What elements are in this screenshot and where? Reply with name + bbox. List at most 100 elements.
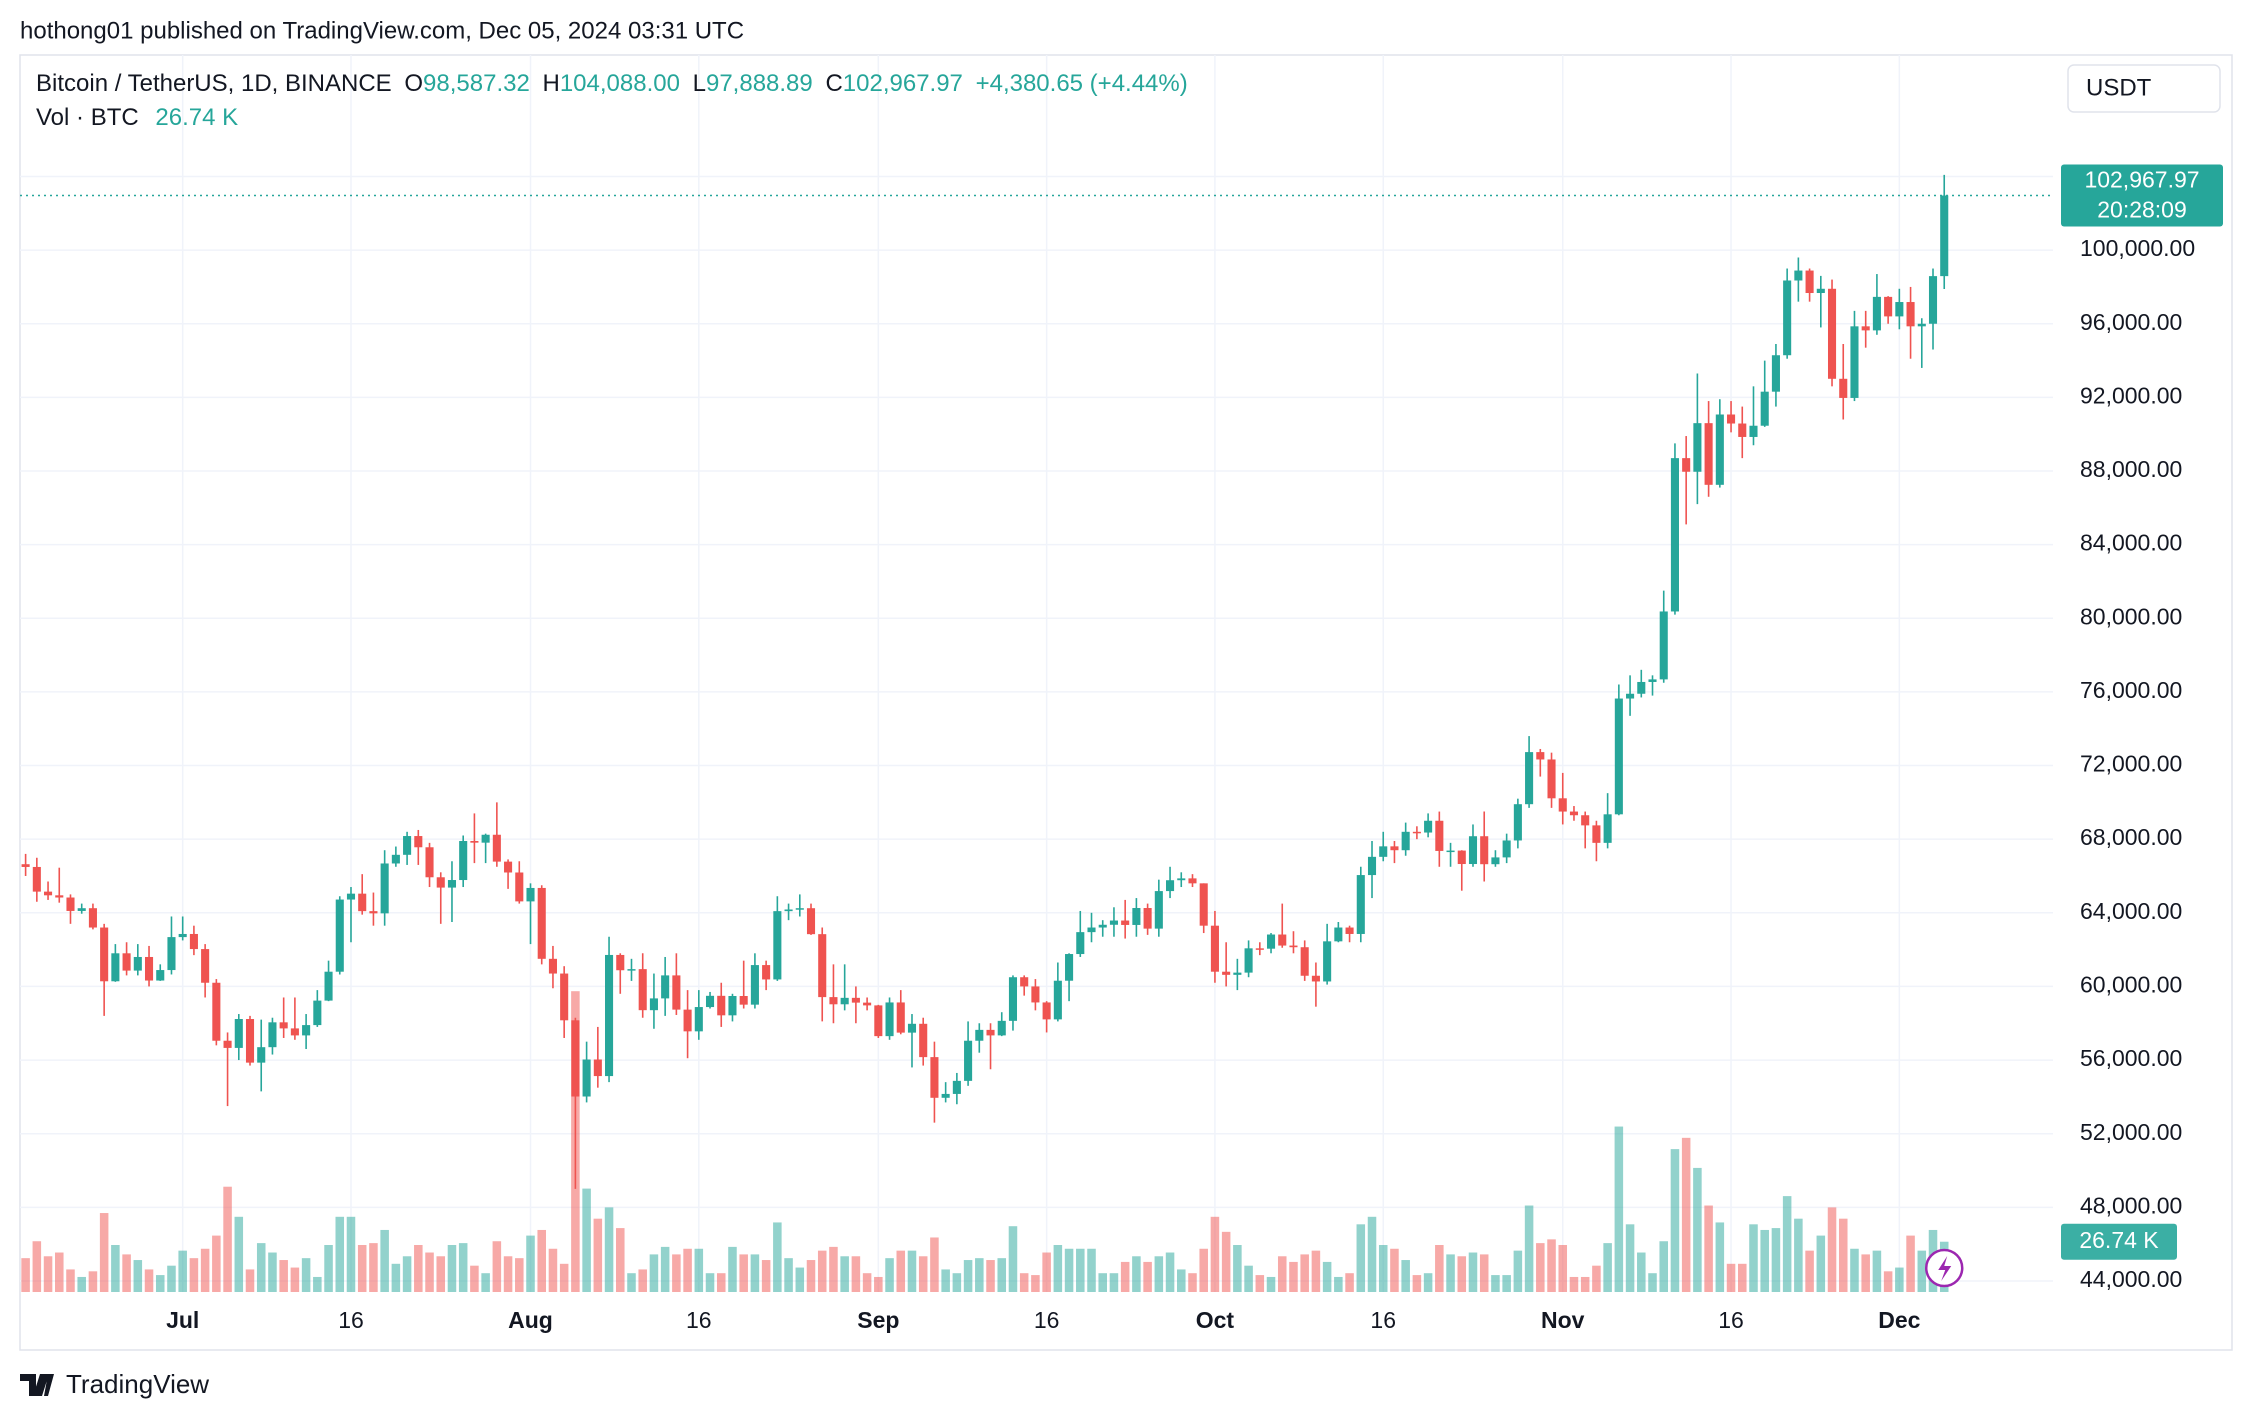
candle-body — [1412, 831, 1421, 834]
candle-body — [661, 975, 670, 999]
volume-bar — [122, 1254, 131, 1292]
candle-body — [1255, 948, 1264, 950]
volume-bar — [739, 1254, 748, 1292]
candle-body — [1648, 679, 1657, 682]
candle-body — [369, 911, 378, 914]
volume-bar — [111, 1245, 120, 1292]
volume-bar — [1794, 1218, 1803, 1292]
volume-bar — [1569, 1276, 1579, 1292]
legend-value: 98,587.32 — [423, 70, 530, 97]
candle-body — [739, 996, 748, 1005]
y-tick-label: 64,000.00 — [2080, 898, 2182, 924]
candle-body — [627, 969, 636, 971]
volume-bar — [1401, 1260, 1410, 1292]
volume-bar — [1547, 1239, 1556, 1292]
candle-body — [986, 1029, 995, 1036]
candle-body — [279, 1022, 288, 1029]
candle-body — [1065, 954, 1074, 981]
candle-body — [571, 1020, 580, 1097]
volume-bar — [470, 1265, 479, 1292]
currency-label[interactable]: USDT — [2086, 74, 2152, 101]
volume-bar — [335, 1216, 345, 1292]
currency-button[interactable] — [2067, 64, 2221, 113]
volume-bar — [918, 1256, 928, 1292]
y-tick-label: 44,000.00 — [2080, 1266, 2182, 1292]
volume-bar — [66, 1269, 75, 1292]
legend-letter: L — [693, 70, 706, 97]
candle-body — [1872, 296, 1881, 331]
candle-body — [1603, 814, 1612, 843]
volume-bar — [784, 1258, 793, 1292]
volume-bar — [1064, 1248, 1074, 1292]
volume-bar — [1502, 1275, 1511, 1292]
volume-bar — [1749, 1224, 1758, 1292]
volume-bar — [1120, 1261, 1130, 1292]
legend-ohlc: Bitcoin / TetherUS, 1D, BINANCE O98,587.… — [36, 70, 1188, 97]
volume-bar — [223, 1186, 232, 1292]
candle-body — [1266, 934, 1276, 949]
volume-bar — [986, 1260, 995, 1292]
volume-bar — [1468, 1252, 1478, 1292]
candle-body — [21, 864, 30, 867]
y-tick-label: 84,000.00 — [2080, 530, 2182, 556]
candle-body — [1827, 288, 1837, 379]
candle-body — [1042, 1002, 1051, 1020]
candle-body — [1233, 972, 1242, 975]
candle-body — [941, 1093, 950, 1098]
volume-bar — [425, 1252, 434, 1292]
candle-body — [201, 949, 210, 983]
volume-bar — [930, 1237, 939, 1292]
x-tick-label: Dec — [1878, 1307, 1920, 1333]
candle-body — [1704, 423, 1713, 485]
volume-bar — [795, 1267, 805, 1292]
candle-body — [1581, 815, 1590, 826]
candle-body — [818, 934, 827, 998]
candle-body — [1053, 980, 1062, 1020]
candle-body — [156, 970, 165, 981]
volume-bar — [357, 1245, 367, 1292]
volume-bar — [1805, 1250, 1814, 1292]
volume-bar — [1042, 1252, 1051, 1292]
volume-bar — [1558, 1245, 1568, 1292]
candle-body — [504, 861, 513, 873]
volume-bar — [1143, 1261, 1152, 1292]
volume-bar — [1289, 1261, 1298, 1292]
candle-body — [1491, 857, 1500, 865]
volume-bar — [526, 1235, 535, 1292]
candle-body — [1345, 927, 1354, 934]
candle-body — [616, 954, 625, 971]
candle-body — [470, 841, 479, 843]
candle-body — [144, 956, 154, 981]
candle-body — [1715, 414, 1724, 485]
volume-bar — [1008, 1226, 1018, 1292]
volume-bar — [649, 1254, 659, 1292]
candle-body — [1783, 280, 1792, 356]
volume-bar — [1906, 1235, 1915, 1292]
y-tick-label: 72,000.00 — [2080, 751, 2182, 777]
candle-body — [1278, 934, 1287, 946]
candle-body — [178, 933, 187, 938]
candle-body — [1424, 820, 1433, 833]
x-tick-label: Aug — [508, 1307, 553, 1333]
candle-body — [1884, 296, 1893, 317]
candle-body — [548, 958, 557, 974]
candle-body — [391, 854, 400, 864]
candle-body — [223, 1040, 232, 1048]
candle-body — [234, 1019, 243, 1048]
volume-bar — [1154, 1256, 1164, 1292]
y-tick-label: 96,000.00 — [2080, 309, 2182, 335]
symbol: Bitcoin / TetherUS, 1D, BINANCE — [36, 70, 392, 97]
volume-bar — [256, 1243, 266, 1292]
volume-bar — [582, 1188, 591, 1292]
volume-bar — [975, 1258, 984, 1292]
volume-bar — [1850, 1248, 1859, 1292]
candle-body — [1614, 698, 1623, 815]
volume-bar — [1625, 1224, 1635, 1292]
volume-bar — [1019, 1273, 1029, 1292]
candle-body — [133, 956, 142, 971]
candle-body — [694, 1007, 703, 1032]
volume-bar — [817, 1250, 827, 1292]
candle-body — [1076, 932, 1085, 955]
volume-bar — [705, 1273, 715, 1292]
